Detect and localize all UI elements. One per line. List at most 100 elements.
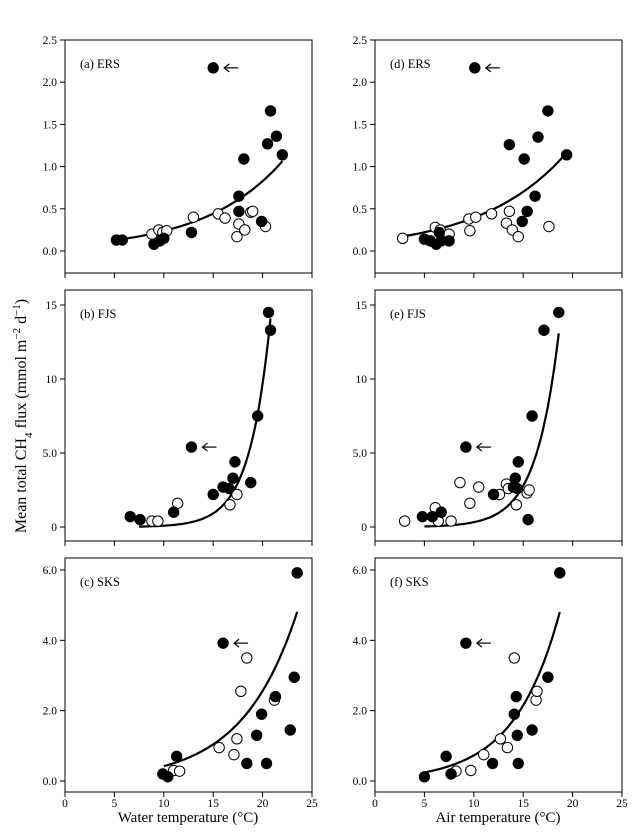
open-point <box>477 748 490 761</box>
open-point <box>473 481 485 493</box>
filled-point <box>529 190 541 202</box>
y-tick-label: 1.0 <box>43 162 58 174</box>
y-tick-label: 0 <box>361 522 367 534</box>
open-point <box>464 225 476 237</box>
open-point <box>465 764 477 777</box>
filled-point <box>526 724 538 736</box>
filled-point <box>260 757 273 770</box>
open-point <box>396 232 409 245</box>
filled-point <box>158 232 170 245</box>
filled-point <box>288 671 300 683</box>
y-tick-label: 10 <box>356 374 368 386</box>
open-point <box>464 497 476 510</box>
filled-point <box>509 472 521 484</box>
y-axis-title: Mean total CH4 flux (mmol m−2 d−1) <box>11 299 35 533</box>
x-tick-label: 0 <box>62 798 68 810</box>
filled-point <box>426 510 439 523</box>
open-point <box>454 476 466 489</box>
panel-label: (d) ERS <box>390 57 431 71</box>
panel-label: (e) FJS <box>390 307 426 321</box>
y-tick-label: 2.0 <box>353 706 368 718</box>
filled-point <box>532 131 544 143</box>
filled-point <box>162 771 174 783</box>
filled-point <box>542 671 554 683</box>
x-tick-label: 10 <box>468 798 480 810</box>
filled-point <box>486 757 499 770</box>
x-tick-label: 20 <box>567 798 579 810</box>
y-title-superscript: −2 <box>11 328 23 340</box>
arrow-head <box>475 638 483 648</box>
filled-point <box>510 690 522 703</box>
panel-label: (a) ERS <box>80 57 120 71</box>
y-tick-label: 0 <box>51 522 57 534</box>
y-tick-label: 15 <box>356 300 368 312</box>
y-tick-label: 1.0 <box>353 162 368 174</box>
y-title-superscript: −1 <box>11 304 23 316</box>
y-title-part: Mean total CH <box>13 438 30 534</box>
arrow-head <box>233 638 240 648</box>
y-tick-label: 1.5 <box>353 119 368 131</box>
x-tick-label: 20 <box>257 798 269 810</box>
filled-point <box>217 637 229 649</box>
filled-point <box>227 472 239 484</box>
open-point <box>239 224 251 236</box>
open-point <box>173 765 186 777</box>
x-tick-label: 5 <box>422 798 428 810</box>
y-tick-label: 4.0 <box>43 635 58 647</box>
y-tick-label: 5.0 <box>353 448 368 460</box>
plot-frame <box>64 289 313 542</box>
filled-point <box>264 324 277 336</box>
panel-4: 0.0 0.5 1.0 1.5 2.0 2.5 (d) ERS <box>353 35 623 278</box>
filled-point <box>245 476 257 489</box>
plot-frame <box>374 557 623 793</box>
filled-point <box>503 138 516 151</box>
plot-frame <box>64 39 313 274</box>
filled-point <box>241 757 253 770</box>
y-title-subscript: 4 <box>23 432 35 438</box>
fit-curve <box>163 611 299 768</box>
open-point <box>231 488 243 501</box>
y-tick-label: 6.0 <box>353 565 368 577</box>
filled-point <box>487 488 500 501</box>
y-tick-label: 5.0 <box>43 448 58 460</box>
filled-point <box>291 567 303 579</box>
filled-point <box>526 410 538 422</box>
panel-label: (c) SKS <box>80 575 120 589</box>
filled-point <box>238 153 250 165</box>
open-point <box>445 515 457 527</box>
x-axis-title-air: Air temperature (°C) <box>435 810 560 826</box>
x-tick-label: 25 <box>306 798 318 810</box>
y-tick-label: 0.0 <box>353 246 368 258</box>
filled-point <box>251 410 264 422</box>
y-tick-label: 2.5 <box>353 35 368 47</box>
filled-point <box>469 62 481 74</box>
filled-point <box>264 105 277 117</box>
filled-point <box>553 306 565 319</box>
open-point <box>228 748 240 761</box>
y-tick-label: 4.0 <box>353 635 368 647</box>
panel-label: (b) FJS <box>80 307 117 321</box>
filled-point <box>511 482 523 495</box>
open-point <box>543 220 555 233</box>
filled-point <box>276 149 289 161</box>
y-tick-label: 1.5 <box>43 119 58 131</box>
filled-point <box>207 62 219 74</box>
filled-point <box>440 750 452 763</box>
x-tick-label: 0 <box>372 798 378 810</box>
filled-point <box>516 215 528 228</box>
filled-point <box>116 234 129 246</box>
open-point <box>398 515 411 527</box>
filled-point <box>512 757 524 770</box>
filled-point <box>560 149 573 161</box>
filled-point <box>554 567 566 579</box>
filled-point <box>170 750 183 763</box>
filled-point <box>269 690 282 703</box>
panel-6: 0.0 2.0 4.0 6.0 0 5 10 15 20 25 (f) SKS <box>353 557 628 810</box>
y-tick-label: 0.0 <box>43 776 58 788</box>
arrow-head <box>475 442 483 452</box>
y-tick-label: 2.0 <box>43 706 58 718</box>
y-tick-label: 0.0 <box>353 776 368 788</box>
open-point <box>494 733 507 745</box>
fit-curve <box>399 152 568 238</box>
